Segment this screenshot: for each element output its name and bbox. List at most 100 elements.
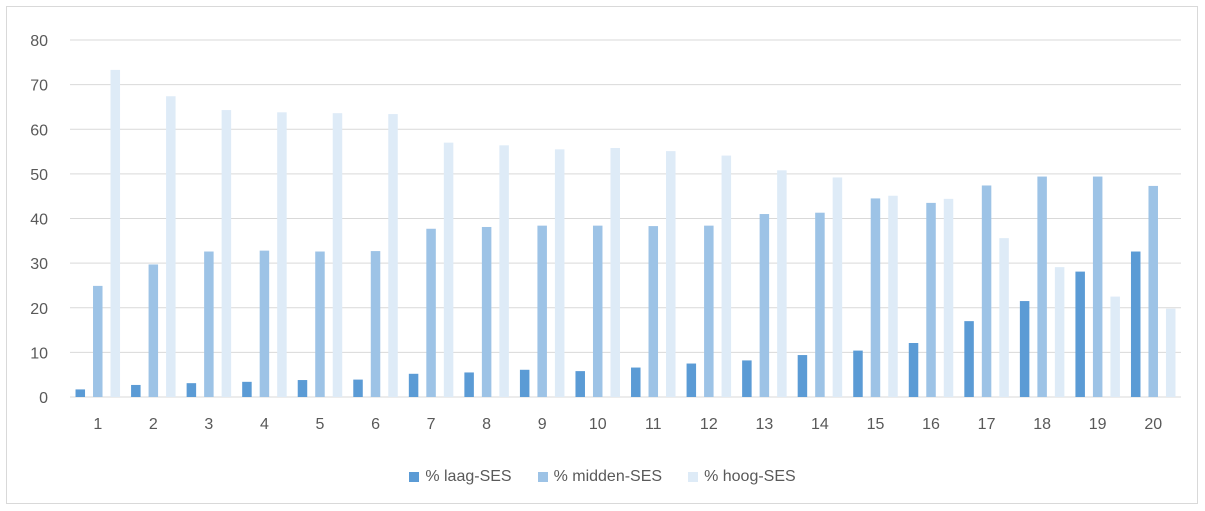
bar-midden-17 <box>981 185 992 397</box>
bar-midden-2 <box>148 264 159 397</box>
legend-label-midden: % midden-SES <box>553 468 663 485</box>
bars <box>75 69 1176 398</box>
y-tick-label: 0 <box>39 390 48 407</box>
bar-midden-15 <box>870 198 881 397</box>
bar-midden-12 <box>704 225 714 397</box>
bar-laag-5 <box>297 380 308 397</box>
y-tick-label: 20 <box>30 301 48 318</box>
legend-label-laag: % laag-SES <box>425 468 512 485</box>
bar-laag-10 <box>575 371 585 397</box>
bar-hoog-18 <box>1054 267 1065 397</box>
y-tick-label: 60 <box>30 122 48 139</box>
bar-hoog-19 <box>1110 296 1120 397</box>
bar-hoog-4 <box>277 112 287 397</box>
bar-hoog-11 <box>666 151 676 397</box>
bar-laag-18 <box>1019 301 1030 397</box>
x-tick-label: 5 <box>316 416 325 433</box>
bar-hoog-14 <box>832 177 843 397</box>
legend: % laag-SES % midden-SES % hoog-SES <box>0 468 1205 486</box>
bar-hoog-8 <box>499 145 509 397</box>
y-axis-ticks: 0 10 20 30 40 50 60 70 80 <box>30 33 48 407</box>
x-tick-label: 13 <box>755 416 773 433</box>
legend-swatch-laag <box>409 472 420 482</box>
bar-midden-3 <box>204 251 214 397</box>
bar-hoog-20 <box>1165 308 1176 397</box>
bar-laag-8 <box>464 372 474 397</box>
x-tick-label: 6 <box>371 416 380 433</box>
bar-hoog-5 <box>332 113 343 397</box>
bar-hoog-3 <box>221 110 232 397</box>
bar-hoog-7 <box>443 142 454 397</box>
y-tick-label: 50 <box>30 167 48 184</box>
x-tick-label: 15 <box>867 416 885 433</box>
x-tick-label: 3 <box>204 416 213 433</box>
bar-hoog-2 <box>166 96 176 397</box>
bar-midden-19 <box>1092 176 1103 397</box>
bar-midden-9 <box>537 225 547 397</box>
legend-swatch-hoog <box>688 472 699 482</box>
bar-midden-20 <box>1148 185 1158 397</box>
bar-laag-17 <box>964 321 974 397</box>
x-tick-label: 12 <box>700 416 718 433</box>
x-tick-label: 8 <box>482 416 491 433</box>
bar-hoog-12 <box>721 155 732 397</box>
bar-midden-16 <box>926 202 936 397</box>
x-tick-label: 11 <box>645 416 662 433</box>
bar-laag-20 <box>1130 251 1141 397</box>
gridlines <box>70 39 1181 398</box>
bar-laag-1 <box>75 389 86 397</box>
bar-midden-10 <box>592 225 603 397</box>
bar-laag-6 <box>353 379 363 397</box>
bar-midden-13 <box>759 214 770 397</box>
bar-midden-4 <box>259 250 270 397</box>
legend-item-laag: % laag-SES <box>409 468 512 486</box>
bar-laag-16 <box>908 343 919 397</box>
x-axis-ticks: 1 2 3 4 5 6 7 8 9 10 11 12 13 14 15 16 17 18 19 20 <box>93 416 1162 433</box>
y-tick-label: 70 <box>30 78 48 95</box>
bar-midden-6 <box>370 251 381 397</box>
bar-laag-15 <box>853 350 863 397</box>
bar-hoog-9 <box>554 149 565 397</box>
x-tick-label: 2 <box>149 416 158 433</box>
x-tick-label: 4 <box>260 416 269 433</box>
bar-midden-7 <box>426 228 436 397</box>
bar-hoog-10 <box>610 147 620 397</box>
bar-hoog-6 <box>388 114 398 397</box>
x-tick-label: 10 <box>589 416 607 433</box>
bar-hoog-1 <box>110 69 121 398</box>
y-tick-label: 40 <box>30 212 48 229</box>
bar-midden-8 <box>481 226 492 397</box>
bar-laag-19 <box>1075 271 1085 397</box>
x-tick-label: 9 <box>538 416 547 433</box>
y-tick-label: 80 <box>30 33 48 50</box>
bar-hoog-15 <box>888 195 898 397</box>
x-tick-label: 16 <box>922 416 940 433</box>
bar-midden-18 <box>1037 176 1047 397</box>
bar-laag-11 <box>631 367 641 397</box>
legend-item-midden: % midden-SES <box>537 468 663 486</box>
legend-label-hoog: % hoog-SES <box>704 468 796 485</box>
x-tick-label: 19 <box>1089 416 1107 433</box>
x-tick-label: 20 <box>1144 416 1162 433</box>
x-tick-label: 7 <box>427 416 436 433</box>
x-tick-label: 14 <box>811 416 829 433</box>
bar-laag-4 <box>242 381 252 397</box>
bar-laag-13 <box>742 360 752 397</box>
bar-laag-12 <box>686 363 697 397</box>
bar-laag-9 <box>519 369 530 397</box>
legend-swatch-midden <box>537 472 548 482</box>
bar-midden-11 <box>648 226 659 397</box>
bar-laag-3 <box>186 383 197 397</box>
bar-midden-14 <box>815 212 825 397</box>
y-tick-label: 10 <box>30 345 48 362</box>
bar-hoog-17 <box>999 238 1009 397</box>
y-tick-label: 30 <box>30 256 48 273</box>
bar-laag-14 <box>797 355 808 397</box>
x-tick-label: 1 <box>93 416 102 433</box>
legend-item-hoog: % hoog-SES <box>688 468 796 486</box>
bar-hoog-13 <box>777 170 787 397</box>
bar-laag-2 <box>131 384 141 397</box>
bar-laag-7 <box>408 373 419 397</box>
x-tick-label: 18 <box>1033 416 1051 433</box>
